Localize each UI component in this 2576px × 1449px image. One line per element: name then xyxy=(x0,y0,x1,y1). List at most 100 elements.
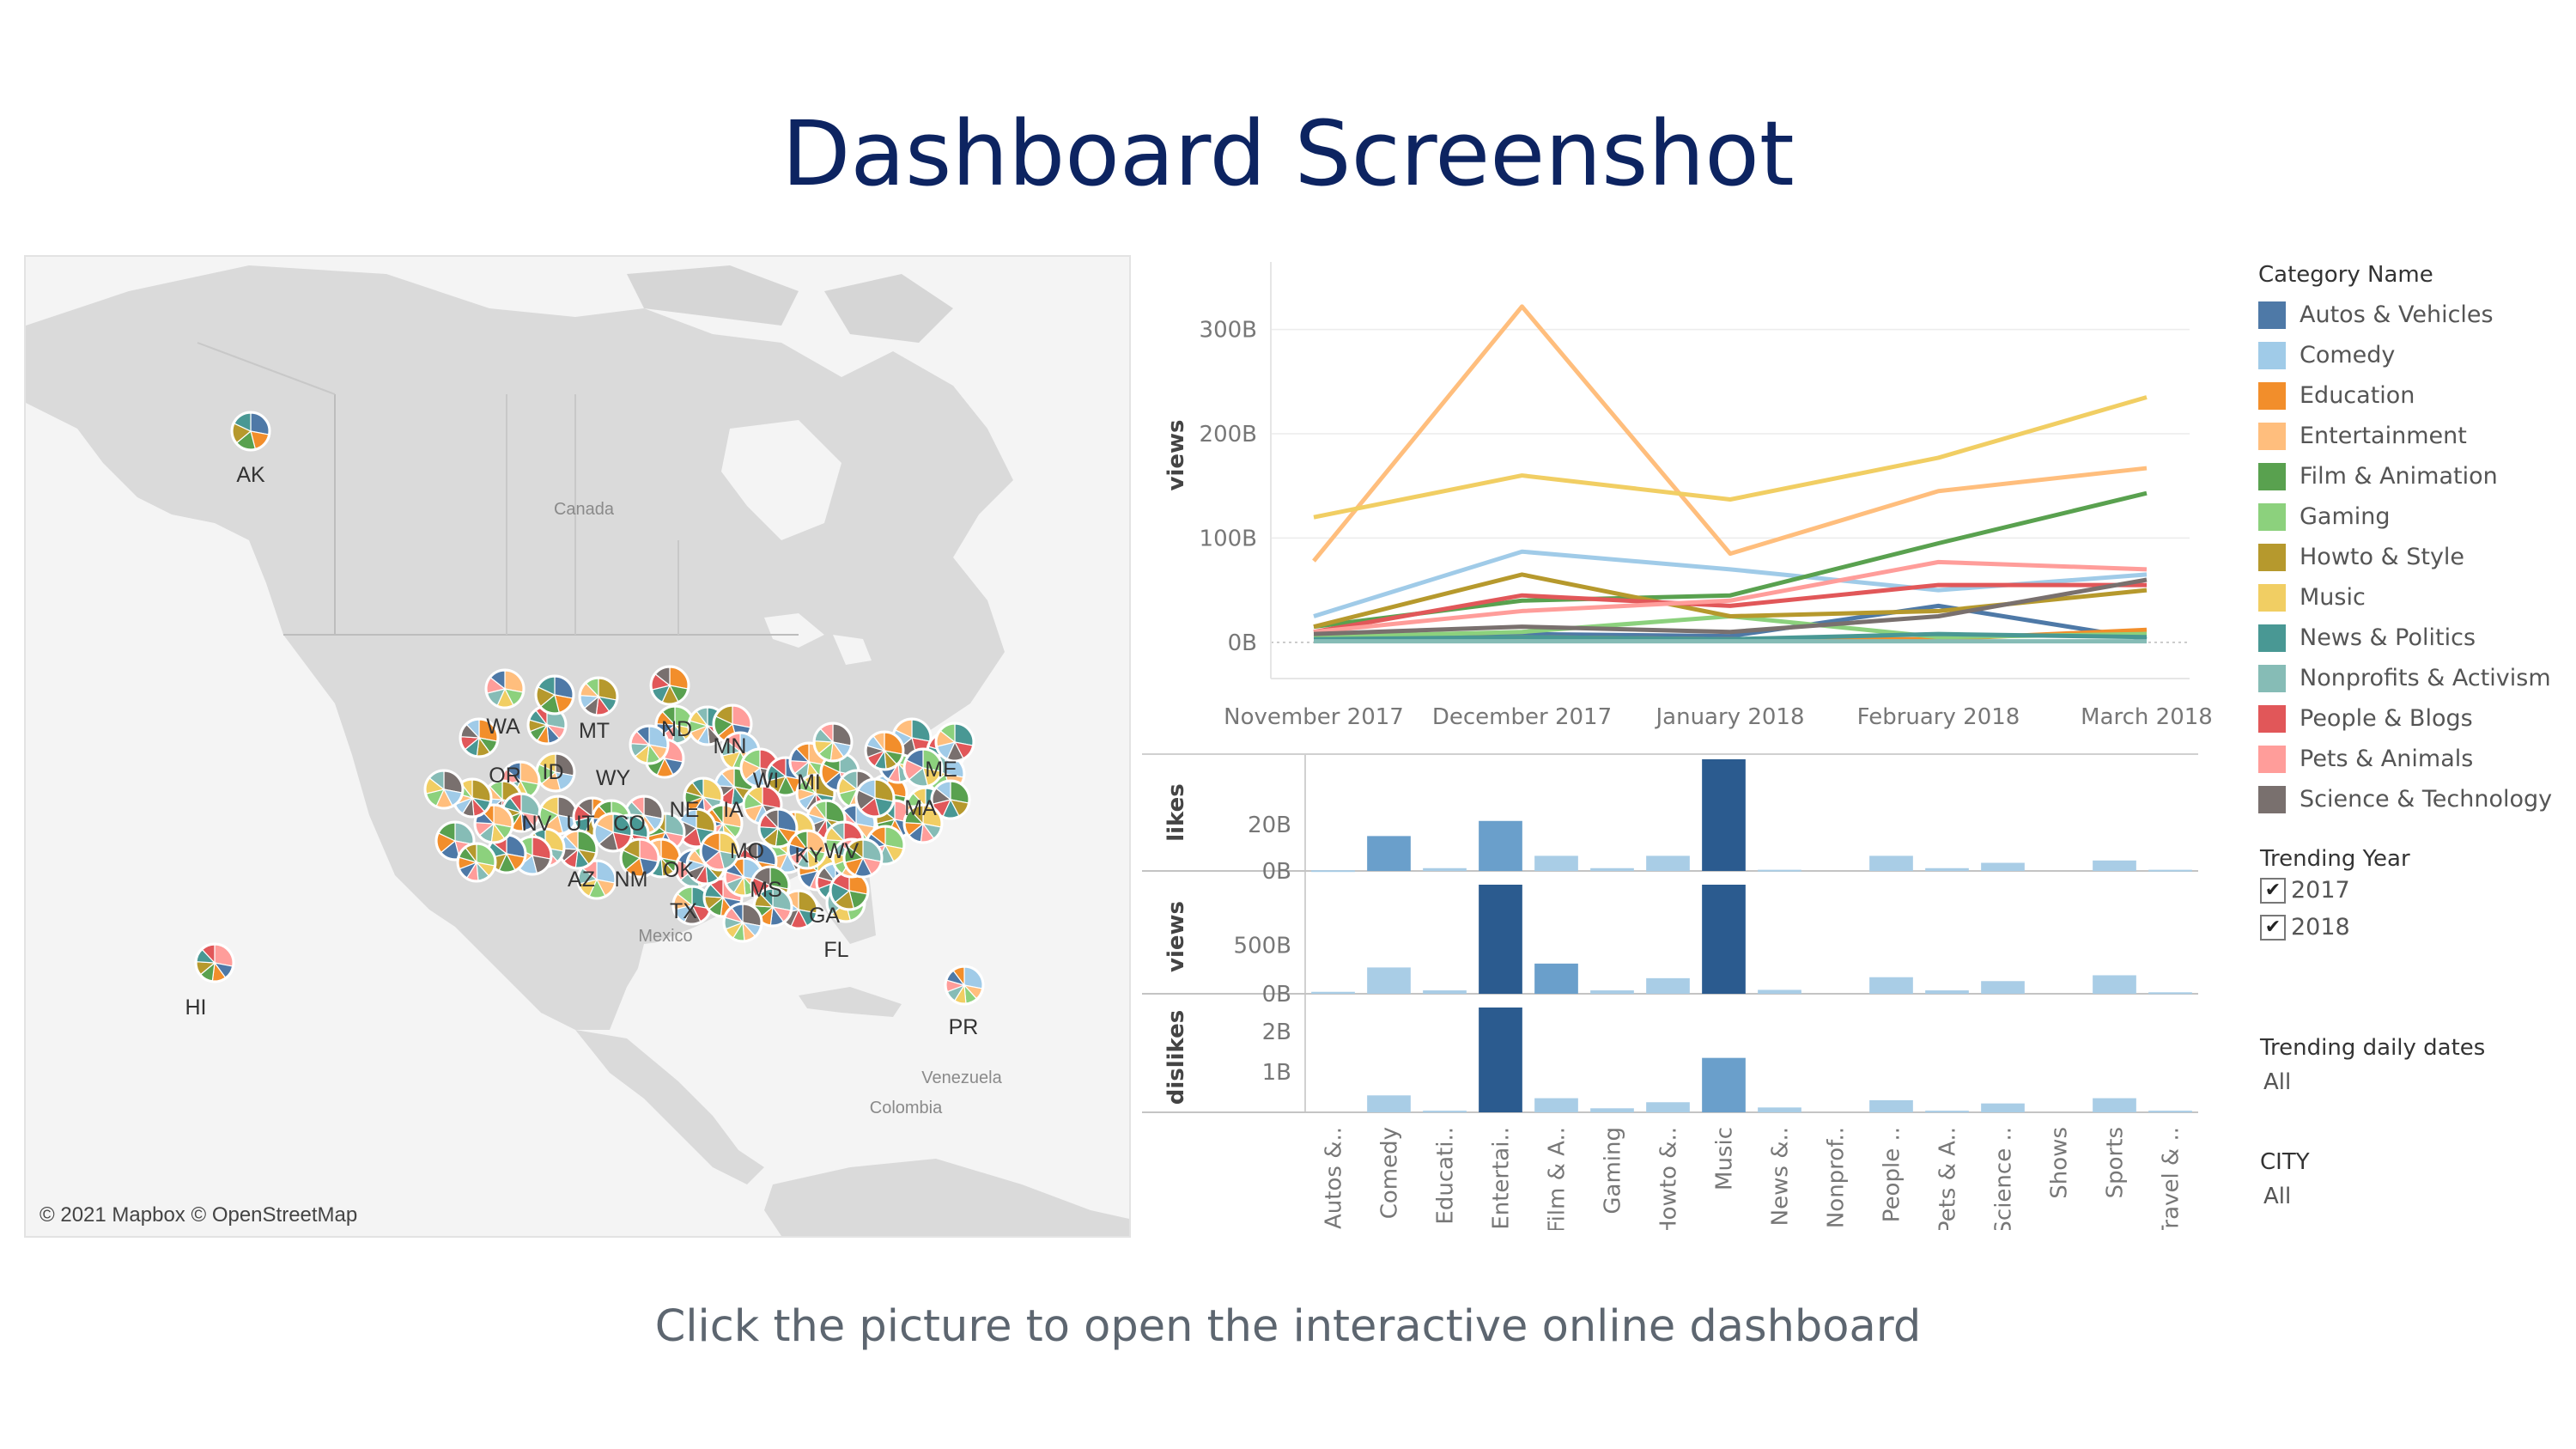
year-2017-option[interactable]: ✔ 2017 xyxy=(2260,872,2410,909)
map-pie-marker[interactable] xyxy=(484,668,526,709)
city-value[interactable]: All xyxy=(2263,1184,2292,1209)
category-bar-chart[interactable]: 0B 20B likes 0B 500B views 1B 2B dislikes Autos &… xyxy=(1142,749,2250,1230)
map-pie-marker[interactable] xyxy=(902,803,944,844)
bar-mark[interactable] xyxy=(1534,963,1578,994)
legend-item[interactable]: People & Blogs xyxy=(2258,698,2576,739)
map-pie-marker[interactable] xyxy=(230,411,271,452)
bar-mark[interactable] xyxy=(2148,1111,2192,1113)
legend-item[interactable]: Nonprofits & Activism xyxy=(2258,658,2576,698)
bar-mark[interactable] xyxy=(1367,967,1411,994)
bar-mark[interactable] xyxy=(1423,990,1467,994)
year-2018-option[interactable]: ✔ 2018 xyxy=(2260,909,2410,946)
bar-mark[interactable] xyxy=(1367,1095,1411,1112)
bar-mark[interactable] xyxy=(1702,1057,1746,1112)
views-line-chart[interactable]: 0B 100B 200B 300B views November 2017 December… xyxy=(1142,253,2250,734)
legend-item[interactable]: Comedy xyxy=(2258,335,2576,375)
map-pie-marker[interactable] xyxy=(842,837,884,879)
bar-mark[interactable] xyxy=(1981,981,2025,994)
map-pie-marker[interactable] xyxy=(459,717,500,758)
legend-item[interactable]: Autos & Vehicles xyxy=(2258,295,2576,335)
city-filter[interactable]: CITY All xyxy=(2260,1149,2310,1209)
bar-mark[interactable] xyxy=(1534,855,1578,871)
map-pie-marker[interactable] xyxy=(194,942,235,983)
bar-mark[interactable] xyxy=(1869,1099,1913,1112)
bar-mark[interactable] xyxy=(2148,869,2192,872)
bar-mark[interactable] xyxy=(1534,1098,1578,1112)
bar-mark[interactable] xyxy=(2093,1098,2136,1112)
map-pie-marker[interactable] xyxy=(649,665,690,706)
map-pie-marker[interactable] xyxy=(819,752,860,793)
legend-item[interactable]: Education xyxy=(2258,375,2576,416)
map-pie-marker[interactable] xyxy=(423,769,465,810)
bar-mark[interactable] xyxy=(1646,977,1690,994)
bar-mark[interactable] xyxy=(1758,869,1801,872)
map-pie-marker[interactable] xyxy=(854,777,896,819)
bar-mark[interactable] xyxy=(1311,870,1355,873)
map-canvas[interactable]: Canada Mexico Venezuela Colombia AK WA MT ND MN O… xyxy=(26,257,1129,1236)
year-2018-checkbox[interactable]: ✔ xyxy=(2260,914,2286,941)
bar-mark[interactable] xyxy=(1869,977,1913,994)
bar-mark[interactable] xyxy=(1646,1102,1690,1112)
bar-mark[interactable] xyxy=(1479,885,1522,994)
legend-item[interactable]: Entertainment xyxy=(2258,416,2576,456)
bar-mark[interactable] xyxy=(1423,868,1467,871)
bar-mark[interactable] xyxy=(1981,862,2025,871)
bar-mark[interactable] xyxy=(2093,975,2136,994)
bar-mark[interactable] xyxy=(2093,860,2136,871)
legend-item[interactable]: Science & Technology xyxy=(2258,779,2576,819)
bar-mark[interactable] xyxy=(1479,820,1522,871)
map-pie-marker[interactable] xyxy=(629,724,670,765)
map-pie-marker[interactable] xyxy=(934,721,975,763)
bar-mark[interactable] xyxy=(1590,990,1634,994)
map-pie-marker[interactable] xyxy=(930,779,971,820)
legend-item[interactable]: Film & Animation xyxy=(2258,456,2576,496)
map-pie-marker[interactable] xyxy=(699,831,740,872)
line-series[interactable] xyxy=(1313,559,2148,635)
bar-mark[interactable] xyxy=(1925,868,1969,871)
bar-mark[interactable] xyxy=(1702,885,1746,994)
map-panel[interactable]: Canada Mexico Venezuela Colombia AK WA MT ND MN O… xyxy=(24,255,1131,1238)
daily-dates-filter[interactable]: Trending daily dates All xyxy=(2260,1035,2485,1095)
map-pie-marker[interactable] xyxy=(944,965,985,1006)
map-pie-marker[interactable] xyxy=(592,812,634,853)
bar-mark[interactable] xyxy=(1702,759,1746,871)
bar-mark[interactable] xyxy=(1590,868,1634,871)
map-pie-marker[interactable] xyxy=(902,747,944,788)
line-series[interactable] xyxy=(1313,577,2148,636)
map-pie-marker[interactable] xyxy=(619,837,660,879)
map-pie-marker[interactable] xyxy=(473,803,514,844)
legend-item[interactable]: Music xyxy=(2258,577,2576,618)
map-pie-marker[interactable] xyxy=(456,842,497,883)
legend-item[interactable]: Gaming xyxy=(2258,496,2576,537)
line-series[interactable] xyxy=(1313,582,2147,635)
map-pie-marker[interactable] xyxy=(534,674,575,715)
year-2017-checkbox[interactable]: ✔ xyxy=(2260,877,2286,904)
map-pie-marker[interactable] xyxy=(812,721,854,763)
bar-mark[interactable] xyxy=(1423,1111,1467,1113)
bar-mark[interactable] xyxy=(1646,855,1690,871)
bar-mark[interactable] xyxy=(2148,992,2192,995)
pie-outline xyxy=(473,803,514,844)
bar-mark[interactable] xyxy=(1869,855,1913,871)
bar-mark[interactable] xyxy=(1590,1108,1634,1112)
footer-caption[interactable]: Click the picture to open the interactiv… xyxy=(654,1301,1922,1352)
line-series[interactable] xyxy=(1312,304,2148,563)
bar-mark[interactable] xyxy=(1479,1008,1522,1112)
legend-item[interactable]: Howto & Style xyxy=(2258,537,2576,577)
bar-mark[interactable] xyxy=(1311,991,1355,994)
bar-mark[interactable] xyxy=(1758,1107,1801,1112)
bar-mark[interactable] xyxy=(1367,836,1411,871)
bar-mark[interactable] xyxy=(1758,989,1801,994)
line-series[interactable] xyxy=(1313,395,2148,520)
legend-item[interactable]: News & Politics xyxy=(2258,618,2576,658)
map-pie-marker[interactable] xyxy=(722,902,763,943)
daily-dates-value[interactable]: All xyxy=(2263,1069,2292,1095)
map-pie-marker[interactable] xyxy=(787,829,828,870)
bar-mark[interactable] xyxy=(1981,1103,2025,1112)
bar-mark[interactable] xyxy=(1925,1111,1969,1113)
map-pie-marker[interactable] xyxy=(864,730,905,771)
map-pie-marker[interactable] xyxy=(578,676,619,717)
legend-item[interactable]: Pets & Animals xyxy=(2258,739,2576,779)
map-pie-marker[interactable] xyxy=(557,829,598,870)
bar-mark[interactable] xyxy=(1925,990,1969,994)
